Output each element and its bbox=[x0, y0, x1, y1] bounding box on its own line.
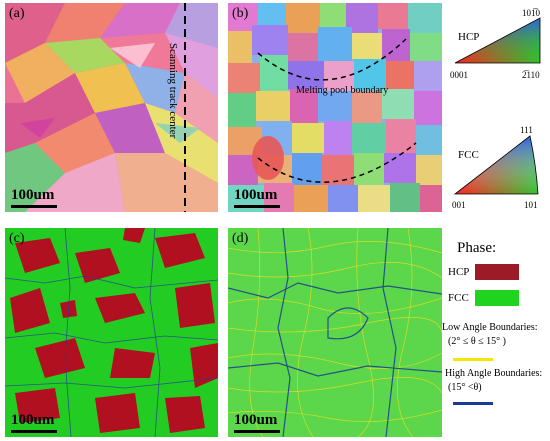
scale-line-b bbox=[234, 205, 280, 208]
hcp-key-name: HCP bbox=[458, 31, 479, 43]
panel-b: Melting pool boundary (b) 100um bbox=[228, 3, 442, 212]
panel-d: (d) 100um bbox=[228, 228, 442, 437]
scale-text-d: 100um bbox=[234, 412, 278, 428]
panel-label-d: (d) bbox=[232, 231, 249, 246]
legend-fcc-label: FCC bbox=[448, 292, 469, 304]
scale-bar-b: 100um bbox=[234, 187, 280, 208]
legend-hcp-swatch bbox=[475, 264, 519, 280]
legend-hcp-label: HCP bbox=[448, 266, 470, 278]
legend-low-swatch bbox=[453, 358, 493, 361]
scanning-track-label: Scanning track center bbox=[167, 43, 179, 139]
hcp-corner-top: 101̅0 bbox=[522, 8, 541, 18]
legend-low-title: Low Angle Boundaries: bbox=[442, 322, 538, 333]
phase-legend: Phase: HCP FCC Low Angle Boundaries: (2°… bbox=[442, 230, 550, 380]
panel-label-b: (b) bbox=[232, 6, 249, 21]
legend-low-range: (2° ≤ θ ≤ 15° ) bbox=[448, 336, 506, 347]
fcc-triangle: FCC 001 101 111 bbox=[452, 125, 539, 210]
hcp-corner-origin: 0001 bbox=[450, 70, 468, 80]
fcc-key-name: FCC bbox=[458, 149, 479, 161]
scale-line-c bbox=[11, 430, 57, 433]
scale-bar-d: 100um bbox=[234, 412, 280, 433]
panel-label-a: (a) bbox=[9, 6, 25, 21]
legend-high-range: (15° <θ) bbox=[448, 382, 482, 393]
panel-a: Scanning track center (a) 100um bbox=[5, 3, 218, 212]
legend-title: Phase: bbox=[457, 240, 497, 256]
scale-text-c: 100um bbox=[11, 412, 55, 428]
legend-high-swatch bbox=[453, 402, 493, 405]
panel-label-c: (c) bbox=[9, 231, 25, 246]
scale-line-a bbox=[11, 205, 57, 208]
legend-high-title: High Angle Boundaries: bbox=[445, 368, 543, 379]
hcp-color-key: HCP 0001 2̅110 101̅0 bbox=[450, 8, 550, 88]
hcp-triangle: HCP 0001 2̅110 101̅0 bbox=[450, 8, 541, 80]
phase-map-c bbox=[5, 228, 218, 437]
ipf-map-a: Scanning track center bbox=[5, 3, 218, 212]
ipf-map-b: Melting pool boundary bbox=[228, 3, 442, 212]
fcc-color-key: FCC 001 101 111 bbox=[450, 124, 550, 212]
panel-c: (c) 100um bbox=[5, 228, 218, 437]
fcc-corner-top: 111 bbox=[520, 125, 533, 135]
fcc-corner-origin: 001 bbox=[452, 200, 466, 210]
hcp-corner-right: 2̅110 bbox=[522, 70, 540, 80]
scale-text-b: 100um bbox=[234, 187, 278, 203]
scale-bar-a: 100um bbox=[11, 187, 57, 208]
scale-text-a: 100um bbox=[11, 187, 55, 203]
melt-pool-label: Melting pool boundary bbox=[296, 85, 388, 96]
scale-bar-c: 100um bbox=[11, 412, 57, 433]
boundary-map-d bbox=[228, 228, 442, 437]
legend-fcc-swatch bbox=[475, 290, 519, 306]
fcc-corner-right: 101 bbox=[524, 200, 538, 210]
scale-line-d bbox=[234, 430, 280, 433]
